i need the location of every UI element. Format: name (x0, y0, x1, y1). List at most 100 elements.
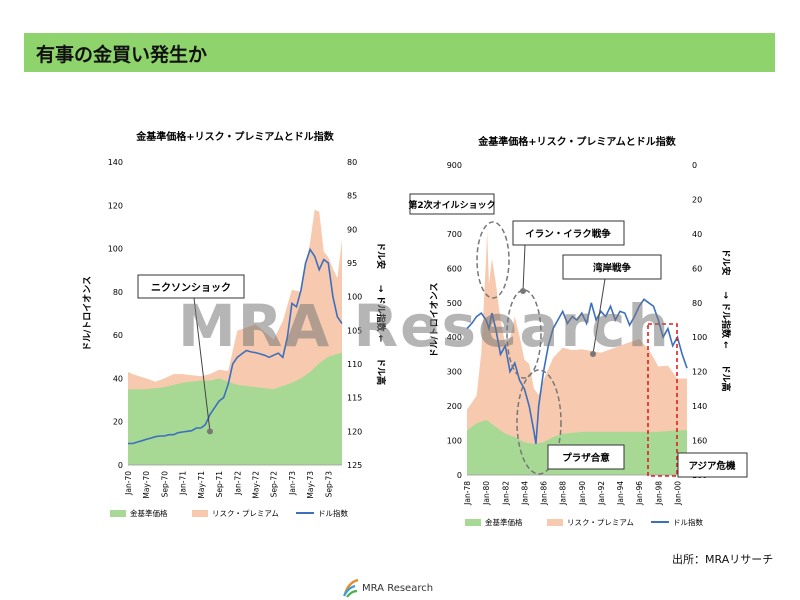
risk-premium-area (467, 231, 687, 475)
callout-text-iraniraq: イラン・イラク戦争 (525, 228, 611, 240)
y2-tick-label: 105 (347, 326, 362, 335)
callout-box-iraniraq (512, 220, 625, 246)
y-tick-label: 80 (113, 288, 123, 297)
x-tick-label: Jan-70 (124, 471, 133, 496)
y-axis-label: ドル/トロイオンス (82, 276, 93, 351)
callout-text-oilshock: 第2次オイルショック (408, 199, 495, 211)
x-tick-label: Jan-78 (463, 481, 472, 506)
legend-swatch-gold (465, 519, 481, 526)
y-tick-label: 500 (447, 299, 462, 308)
callout-leader-nixon (193, 297, 211, 432)
x-tick-label: Jan-84 (520, 481, 529, 506)
y2-tick-label: 0 (692, 161, 697, 170)
y2-tick-label: 120 (692, 368, 707, 377)
y-tick-label: 20 (113, 418, 123, 427)
dollar-index-line (128, 247, 343, 445)
x-tick-label: Jan-82 (501, 481, 510, 506)
callout-box-gulfwar (562, 254, 662, 280)
title-bar: 有事の金買い発生か (24, 33, 775, 72)
source-note: 出所：MRAリサーチ (672, 553, 774, 566)
y2-tick-label: 125 (347, 461, 362, 470)
y2-tick-label: 40 (692, 230, 702, 239)
x-tick-label: Jan-72 (233, 471, 242, 496)
y-tick-label: 140 (108, 158, 123, 167)
chart-right: 金基準価格+リスク・プレミアムとドル指数01002003004005006007… (408, 135, 748, 527)
y-tick-label: 400 (447, 333, 462, 342)
y2-tick-label: 80 (347, 158, 357, 167)
y-tick-label: 600 (447, 264, 462, 273)
x-tick-label: Jan-96 (635, 481, 644, 506)
chart-left: 金基準価格+リスク・プレミアムとドル指数 0 20 40 60 80 100 120 140 80… (82, 130, 387, 518)
legend-label-dollar: ドル指数 (318, 508, 348, 518)
y-tick-label: 0 (457, 471, 462, 480)
legend-swatch-risk (547, 519, 563, 526)
x-tick-label: Jan-00 (673, 481, 682, 506)
x-tick-label: Jan-88 (559, 481, 568, 506)
y2-label-top: ドル安 (375, 242, 387, 269)
callout-leader-iraniraq (522, 244, 526, 292)
y-tick-label: 120 (108, 201, 123, 210)
y2-label-mid: → ドル指数 ← (375, 285, 387, 343)
y-tick-label: 100 (108, 245, 123, 254)
x-tick-label: May-73 (306, 471, 315, 499)
y2-tick-label: 80 (692, 299, 702, 308)
callout-box-nixon (137, 274, 245, 299)
logo-icon (343, 578, 359, 598)
y-tick-label: 60 (113, 331, 123, 340)
y-tick-label: 900 (447, 161, 462, 170)
callout-point-gulfwar (590, 351, 596, 357)
logo-text: MRA Research (362, 583, 434, 594)
callout-text-gulfwar: 湾岸戦争 (593, 262, 632, 274)
y-axis-label: ドル/トロイオンス (429, 282, 440, 357)
y2-tick-label: 120 (347, 427, 362, 436)
callout-box-asia (677, 452, 748, 478)
y2-tick-label: 110 (347, 360, 362, 369)
y2-tick-label: 100 (347, 293, 362, 302)
y2-tick-label: 100 (692, 333, 707, 342)
x-tick-label: Jan-80 (482, 481, 491, 506)
y2-label-mid: → ドル指数 ← (720, 291, 732, 349)
y-tick-label: 100 (447, 437, 462, 446)
callout-text-plaza: プラザ合意 (562, 452, 610, 464)
page-title: 有事の金買い発生か (36, 44, 208, 66)
y2-tick-label: 140 (692, 402, 707, 411)
gold-base-area (128, 352, 342, 465)
x-tick-label: Jan-98 (654, 481, 663, 506)
y2-label-bottom: ドル高 (720, 364, 732, 391)
x-tick-label: May-71 (197, 471, 206, 499)
x-tick-label: Jan-71 (179, 471, 188, 496)
legend-label-risk: リスク・プレミアム (567, 518, 634, 527)
x-tick-label: Jan-90 (578, 481, 587, 506)
y-tick-label: 300 (447, 368, 462, 377)
legend-label-gold: 金基準価格 (130, 508, 168, 518)
dollar-index-line (466, 298, 688, 445)
callout-ellipse-plaza (516, 369, 562, 475)
y2-tick-label: 60 (692, 264, 702, 273)
x-tick-label: Jan-73 (288, 471, 297, 496)
chart-title: 金基準価格+リスク・プレミアムとドル指数 (477, 135, 676, 148)
callout-ellipse-iraniraq (506, 289, 542, 379)
legend-swatch-risk (192, 510, 208, 517)
x-tick-label: May-70 (142, 471, 151, 499)
y2-label-top: ドル安 (720, 248, 732, 275)
y-tick-label: 700 (447, 230, 462, 239)
callout-point-iraniraq (520, 288, 526, 294)
callout-box-oilshock (409, 193, 495, 215)
callout-ellipse-oilshock (476, 221, 510, 299)
y2-tick-label: 160 (692, 437, 707, 446)
callout-text-asia: アジア危機 (688, 460, 736, 472)
x-tick-label: Jan-86 (540, 481, 549, 506)
x-tick-label: Sep-70 (160, 471, 169, 498)
x-tick-label: Sep-72 (270, 471, 279, 498)
y2-tick-label: 85 (347, 192, 357, 201)
x-tick-label: May-72 (251, 471, 260, 499)
y2-tick-label: 20 (692, 195, 702, 204)
y2-tick-label: 90 (347, 225, 357, 234)
callout-rect-asia (647, 323, 678, 477)
callout-leader-gulfwar (592, 278, 606, 355)
x-tick-label: Sep-73 (324, 471, 333, 498)
y2-label-bottom: ドル高 (375, 358, 387, 385)
x-tick-label: Sep-71 (215, 471, 224, 498)
x-tick-label: Jan-92 (597, 481, 606, 506)
legend-label-dollar: ドル指数 (673, 517, 703, 527)
